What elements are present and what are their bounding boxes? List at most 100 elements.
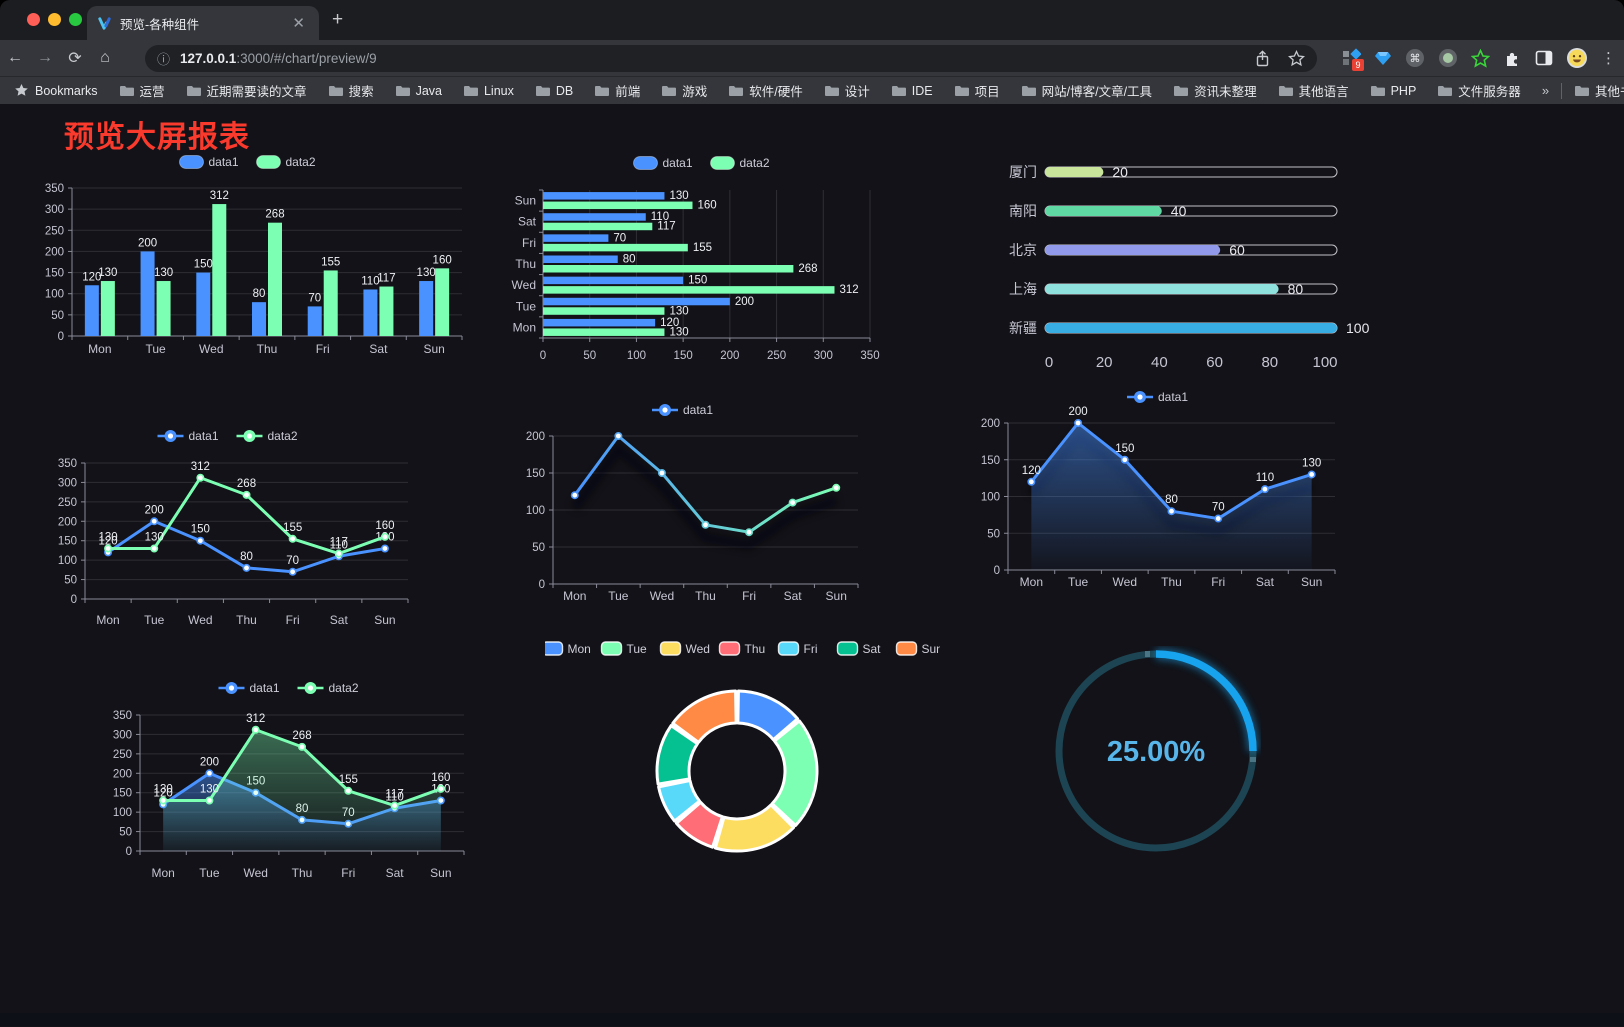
svg-text:60: 60 (1229, 242, 1245, 258)
svg-text:110: 110 (1256, 472, 1274, 484)
bookmark-folder[interactable]: 文件服务器 (1437, 81, 1521, 100)
svg-text:130: 130 (669, 326, 688, 338)
minimize-window-button[interactable] (48, 13, 61, 26)
bookmark-folder[interactable]: 网站/博客/文章/工具 (1021, 81, 1152, 100)
svg-text:data2: data2 (268, 429, 298, 443)
svg-text:130: 130 (417, 267, 436, 279)
bookmark-folder-label: 项目 (974, 85, 1000, 99)
svg-text:Fri: Fri (316, 342, 330, 356)
bookmark-folder[interactable]: 搜索 (328, 81, 374, 100)
site-info-icon[interactable]: ⓘ (157, 52, 171, 67)
browser-tab[interactable]: 预览-各种组件 ✕ (87, 6, 319, 40)
address-bar[interactable]: ⓘ 127.0.0.1:3000/#/chart/preview/9 (145, 45, 1317, 72)
bookmarks-divider (1561, 82, 1563, 99)
green-star-extension-icon[interactable] (1471, 48, 1490, 68)
bookmark-folder[interactable]: 项目 (954, 81, 1000, 100)
tab-close-icon[interactable]: ✕ (292, 15, 305, 32)
extension-grid-icon[interactable]: 9 (1341, 48, 1364, 71)
bookmark-folder[interactable]: Java (395, 81, 442, 100)
svg-text:130: 130 (154, 267, 173, 279)
bookmark-folder[interactable]: 资讯未整理 (1173, 81, 1257, 100)
bookmark-folder[interactable]: 软件/硬件 (728, 81, 803, 100)
svg-text:250: 250 (113, 749, 132, 761)
bookmark-folder-label: IDE (911, 83, 933, 98)
svg-text:350: 350 (58, 458, 77, 470)
svg-text:40: 40 (1151, 354, 1168, 371)
svg-text:0: 0 (540, 350, 546, 362)
svg-text:350: 350 (860, 350, 879, 362)
browser-menu-icon[interactable]: ⋮ (1601, 50, 1616, 67)
svg-text:80: 80 (1165, 494, 1178, 506)
svg-text:200: 200 (58, 516, 77, 528)
bookmark-folder[interactable]: PHP (1370, 81, 1416, 100)
bookmarks-manager[interactable]: Bookmarks (14, 83, 98, 98)
new-tab-button[interactable]: + (332, 9, 344, 30)
svg-text:50: 50 (51, 310, 64, 322)
bookmark-folder[interactable]: Linux (463, 81, 514, 100)
svg-text:Thu: Thu (745, 642, 766, 656)
svg-text:312: 312 (246, 713, 265, 725)
command-extension-icon[interactable]: ⌘ (1405, 48, 1425, 68)
bookmark-folder[interactable]: 近期需要读的文章 (186, 81, 307, 100)
svg-text:155: 155 (339, 774, 358, 786)
folder-icon (662, 85, 677, 96)
chart-line-two: data1 data2 0 50 100 150 200 250 300 350 Mon Tue Wed… (45, 423, 415, 635)
reload-button[interactable]: ⟳ (68, 50, 82, 67)
chart-bar-vertical: data1 data2 0 50 100 150 200 250 300 350 Mon Tue Wed… (25, 146, 475, 361)
svg-text:110: 110 (385, 791, 403, 803)
svg-text:300: 300 (58, 477, 77, 489)
bookmark-folder[interactable]: 游戏 (661, 81, 707, 100)
folder-icon (1370, 85, 1385, 96)
bookmark-folder[interactable]: DB (535, 81, 573, 100)
favicon (98, 16, 111, 30)
folder-icon (954, 85, 969, 96)
home-button[interactable]: ⌂ (100, 49, 110, 66)
puzzle-extensions-icon[interactable] (1503, 49, 1522, 68)
share-icon[interactable] (1255, 50, 1270, 67)
svg-text:312: 312 (191, 461, 210, 473)
svg-text:Wed: Wed (243, 866, 267, 880)
svg-text:Sun: Sun (430, 866, 451, 880)
svg-text:Wed: Wed (1113, 575, 1137, 589)
sidebar-icon[interactable] (1535, 49, 1553, 67)
svg-text:Thu: Thu (695, 589, 716, 603)
svg-text:312: 312 (839, 284, 858, 296)
svg-text:250: 250 (45, 225, 64, 237)
svg-text:data2: data2 (329, 681, 359, 695)
svg-text:Sun: Sun (374, 613, 395, 627)
other-bookmarks-folder[interactable]: 其他书签 (1574, 81, 1624, 100)
bookmarks-overflow-chevron[interactable]: » (1541, 83, 1550, 98)
svg-text:Mon: Mon (151, 866, 174, 880)
svg-text:200: 200 (145, 504, 164, 516)
svg-text:data2: data2 (740, 156, 770, 170)
svg-text:50: 50 (532, 542, 545, 554)
bookmark-folder[interactable]: IDE (891, 81, 933, 100)
svg-text:Tue: Tue (199, 866, 220, 880)
folder-icon (891, 85, 906, 96)
bookmark-folder[interactable]: 其他语言 (1278, 81, 1349, 100)
zoom-window-button[interactable] (69, 13, 82, 26)
bookmark-star-icon[interactable] (1288, 50, 1305, 67)
bookmark-folder[interactable]: 前端 (594, 81, 640, 100)
svg-text:新疆: 新疆 (1009, 320, 1037, 336)
svg-text:20: 20 (1112, 164, 1128, 180)
svg-text:250: 250 (58, 497, 77, 509)
url-path: :3000/#/chart/preview/9 (236, 51, 377, 66)
page-content: 预览大屏报表 data1 data2 0 50 100 150 200 250 300 350 Mo… (0, 104, 1624, 1026)
svg-text:100: 100 (981, 492, 1000, 504)
folder-icon (186, 85, 201, 96)
close-window-button[interactable] (27, 13, 40, 26)
gem-extension-icon[interactable] (1374, 49, 1392, 67)
svg-text:100: 100 (45, 289, 64, 301)
svg-text:150: 150 (194, 259, 213, 271)
svg-text:Wed: Wed (512, 278, 536, 292)
profile-avatar[interactable] (1566, 47, 1588, 69)
bookmark-folder[interactable]: 运营 (119, 81, 165, 100)
record-extension-icon[interactable] (1438, 48, 1458, 68)
forward-button[interactable]: → (37, 49, 53, 66)
toolbar: ← → ⟳ ⌂ ⓘ 127.0.0.1:3000/#/chart/preview… (0, 40, 1624, 76)
svg-text:155: 155 (283, 522, 302, 534)
bookmark-folder[interactable]: 设计 (824, 81, 870, 100)
back-button[interactable]: ← (7, 49, 23, 66)
